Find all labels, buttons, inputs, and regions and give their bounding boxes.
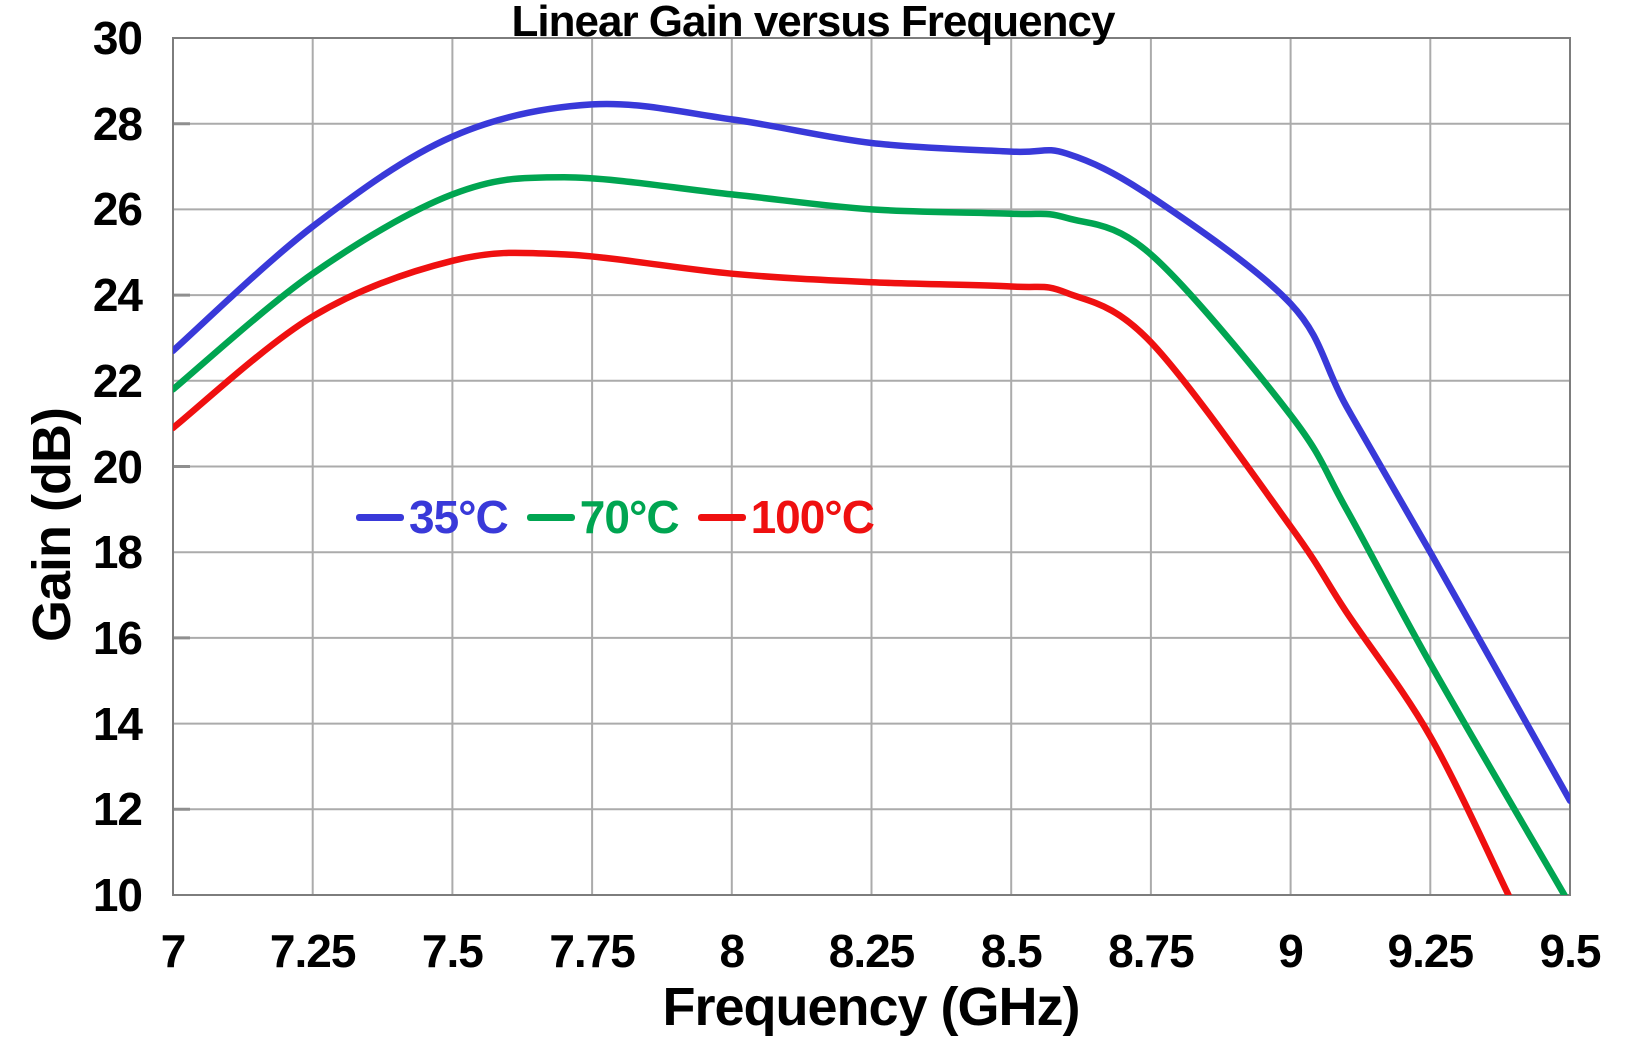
series-line-100c: [173, 249, 1512, 895]
y-tick-label: 30: [92, 12, 143, 64]
y-tick-label: 12: [92, 783, 143, 836]
x-tick-label: 7.75: [549, 925, 636, 977]
y-tick-label: 20: [92, 440, 143, 493]
x-tick-label: 8.75: [1108, 925, 1195, 977]
legend-label-100c: 100°C: [750, 491, 875, 543]
x-tick-label: 9: [1278, 925, 1304, 977]
x-tick-label: 9.25: [1387, 925, 1475, 977]
y-tick-label: 22: [92, 354, 143, 407]
series-line-35c: [173, 100, 1570, 804]
y-tick-label: 26: [92, 183, 143, 236]
x-tick-label: 7.25: [269, 925, 357, 977]
y-tick-label: 18: [92, 526, 143, 579]
x-tick-label: 8.5: [980, 925, 1043, 977]
legend-dash-100c-icon: [697, 513, 746, 521]
legend-item-100c: 100°C: [697, 491, 875, 543]
legend-item-35c: 35°C: [356, 491, 509, 543]
y-axis-title: Gain (dB): [22, 408, 82, 642]
legend-dash-35c-icon: [356, 513, 404, 521]
y-tick-label: 14: [92, 697, 143, 750]
legend-label-70c: 70°C: [579, 491, 680, 543]
y-tick-label: 28: [92, 97, 143, 150]
legend: 35°C 70°C 100°C: [356, 491, 875, 543]
x-tick-label: 7.5: [421, 925, 484, 977]
y-tick-label: 10: [92, 869, 143, 921]
x-axis-title: Frequency (GHz): [662, 977, 1080, 1037]
series-line-70c: [173, 174, 1568, 895]
x-tick-label: 7: [160, 925, 187, 977]
x-tick-label: 9.5: [1539, 925, 1602, 977]
legend-label-35c: 35°C: [409, 491, 509, 543]
plot-border: [172, 37, 1571, 896]
legend-item-70c: 70°C: [526, 491, 680, 543]
x-tick-label: 8.25: [828, 925, 916, 977]
y-tick-label: 16: [92, 611, 143, 664]
chart-title: Linear Gain versus Frequency: [511, 0, 1116, 46]
legend-dash-70c-icon: [526, 513, 575, 521]
x-tick-label: 8: [719, 925, 746, 977]
y-tick-label: 24: [92, 269, 143, 322]
